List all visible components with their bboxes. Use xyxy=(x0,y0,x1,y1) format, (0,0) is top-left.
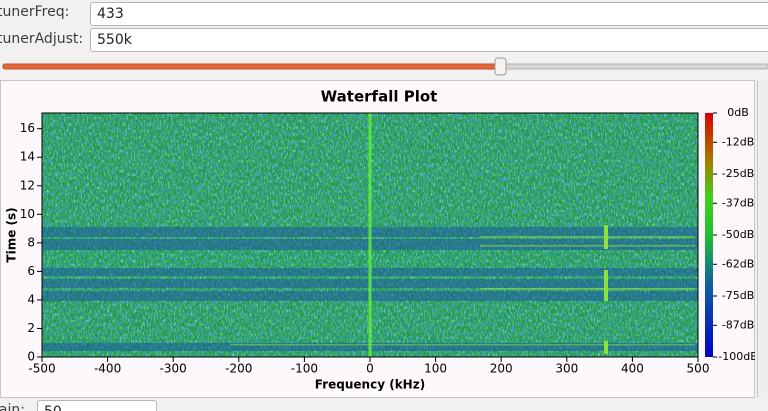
x-tick-label: -500 xyxy=(28,362,55,376)
y-tick-label: 4 xyxy=(27,292,35,306)
colorbar-tick-label: 0dB xyxy=(727,106,749,119)
slider-handle[interactable] xyxy=(494,57,507,76)
x-tick-label: 500 xyxy=(687,362,710,376)
y-tick-label: 8 xyxy=(27,235,35,249)
colorbar xyxy=(705,113,713,357)
text-input[interactable]: 50 xyxy=(37,400,157,411)
x-tick-label: 400 xyxy=(621,362,644,376)
text-input[interactable]: 433 xyxy=(90,2,768,26)
side-panel xyxy=(757,80,768,398)
slider[interactable] xyxy=(0,56,768,78)
x-tick-label: 100 xyxy=(424,362,447,376)
colorbar-tick-label: -12dB xyxy=(722,135,755,148)
field-label: tunerAdjust: xyxy=(0,31,84,47)
waterfall-chart: Waterfall Plot Frequency (kHz) Time (s) … xyxy=(5,88,756,392)
colorbar-tick-label: -50dB xyxy=(722,228,755,241)
x-axis-label: Frequency (kHz) xyxy=(315,378,425,392)
chart-title: Waterfall Plot xyxy=(321,88,438,106)
x-tick-label: -100 xyxy=(291,362,318,376)
colorbar-tick-label: -100dB xyxy=(718,350,755,363)
field-label: tunerFreq: xyxy=(0,4,70,20)
x-tick-label: -200 xyxy=(225,362,252,376)
colorbar-tick-label: -62dB xyxy=(722,257,755,270)
y-tick-label: 2 xyxy=(27,321,35,335)
colorbar-tick-label: -25dB xyxy=(722,167,755,180)
field-label: gain: xyxy=(0,402,25,411)
x-tick-label: 200 xyxy=(490,362,513,376)
waterfall-image xyxy=(42,113,698,357)
y-axis-label: Time (s) xyxy=(5,207,19,262)
x-tick-label: -300 xyxy=(160,362,187,376)
y-tick-label: 14 xyxy=(20,150,35,164)
text-input[interactable]: 550k xyxy=(90,28,768,52)
x-tick-label: -400 xyxy=(94,362,121,376)
y-tick-label: 16 xyxy=(20,121,35,135)
y-tick-label: 0 xyxy=(27,350,35,364)
colorbar-tick-label: -75dB xyxy=(722,289,755,302)
colorbar-tick-label: -87dB xyxy=(722,318,755,331)
x-tick-label: 0 xyxy=(366,362,374,376)
y-tick-label: 6 xyxy=(27,264,35,278)
x-tick-label: 300 xyxy=(555,362,578,376)
colorbar-tick-label: -37dB xyxy=(722,196,755,209)
y-tick-label: 10 xyxy=(20,207,35,221)
y-tick-label: 12 xyxy=(20,178,35,192)
